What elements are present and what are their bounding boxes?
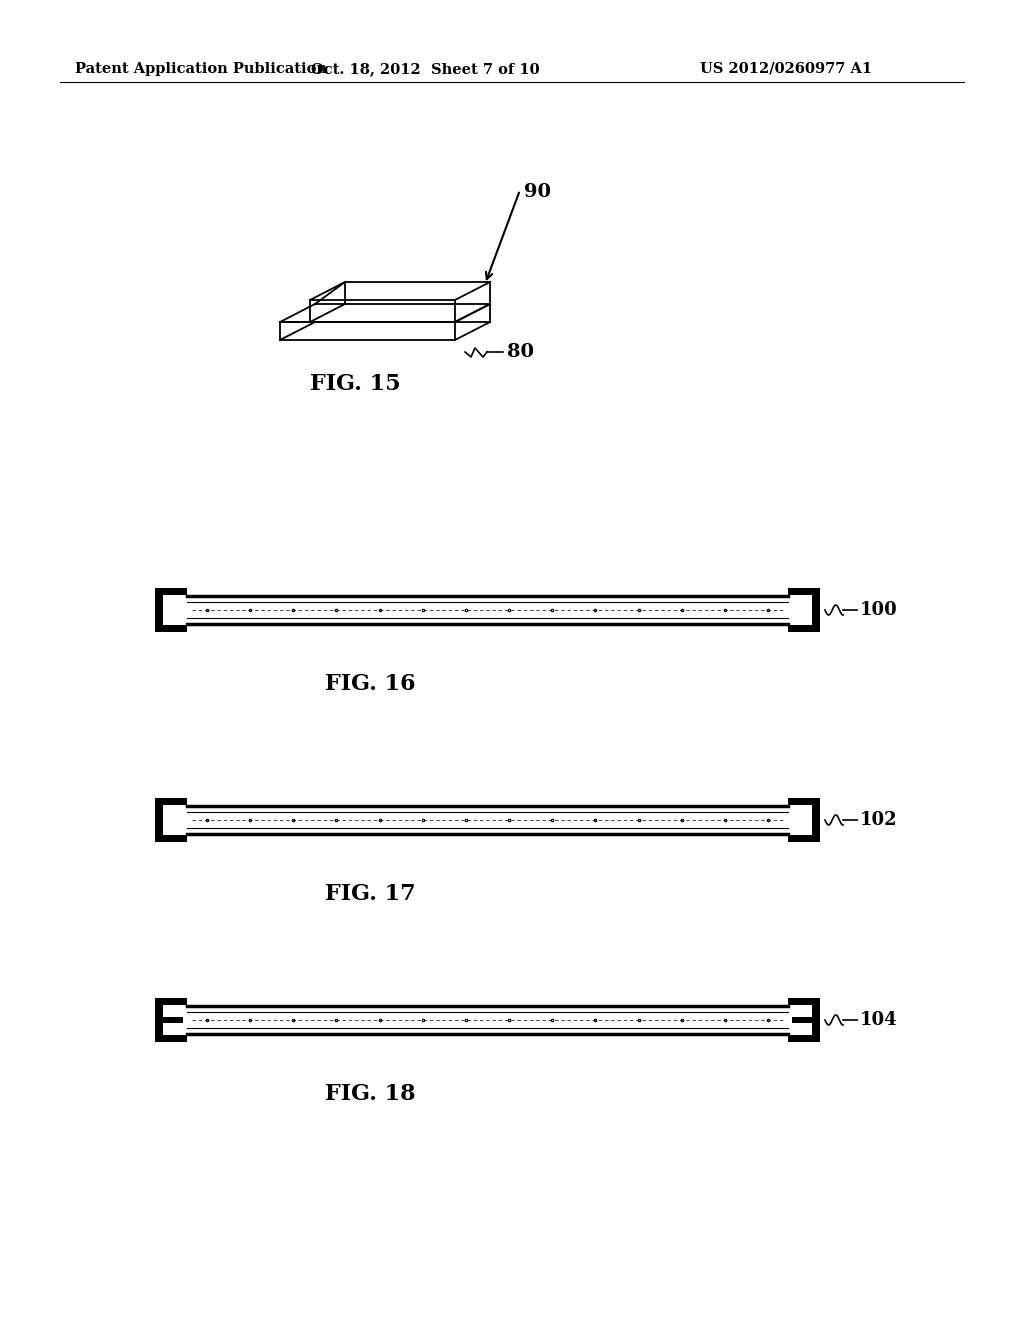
Bar bbox=[788, 587, 820, 595]
Text: FIG. 16: FIG. 16 bbox=[325, 673, 416, 696]
Text: US 2012/0260977 A1: US 2012/0260977 A1 bbox=[700, 62, 872, 77]
Text: FIG. 17: FIG. 17 bbox=[325, 883, 416, 906]
Text: 90: 90 bbox=[524, 183, 551, 201]
Bar bbox=[812, 799, 820, 842]
Text: 80: 80 bbox=[507, 343, 534, 360]
Bar bbox=[788, 998, 820, 1005]
Text: 104: 104 bbox=[860, 1011, 898, 1030]
Bar bbox=[155, 587, 187, 595]
Text: 102: 102 bbox=[860, 810, 898, 829]
Bar bbox=[788, 836, 820, 842]
Bar bbox=[155, 624, 187, 632]
Bar bbox=[155, 1016, 183, 1023]
Bar bbox=[788, 624, 820, 632]
Bar bbox=[155, 1035, 187, 1041]
Bar bbox=[788, 799, 820, 805]
Bar bbox=[812, 587, 820, 632]
Text: FIG. 18: FIG. 18 bbox=[325, 1082, 416, 1105]
Text: FIG. 15: FIG. 15 bbox=[309, 374, 400, 395]
Text: 100: 100 bbox=[860, 601, 898, 619]
Bar bbox=[155, 998, 163, 1041]
Bar bbox=[155, 998, 187, 1005]
Bar bbox=[155, 799, 187, 805]
Bar bbox=[812, 998, 820, 1041]
Bar bbox=[155, 799, 163, 842]
Bar bbox=[788, 1035, 820, 1041]
Bar bbox=[792, 1016, 820, 1023]
Bar bbox=[155, 836, 187, 842]
Text: Patent Application Publication: Patent Application Publication bbox=[75, 62, 327, 77]
Bar bbox=[155, 587, 163, 632]
Text: Oct. 18, 2012  Sheet 7 of 10: Oct. 18, 2012 Sheet 7 of 10 bbox=[310, 62, 540, 77]
